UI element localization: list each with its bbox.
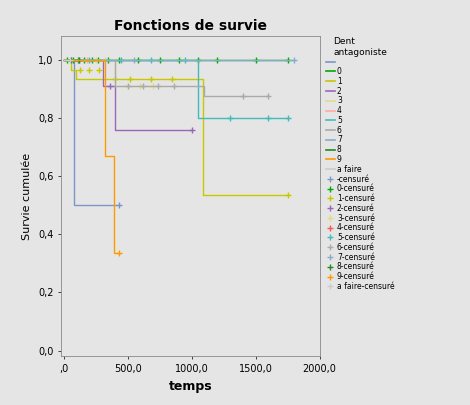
Y-axis label: Survie cumulée: Survie cumulée	[23, 153, 32, 240]
Title: Fonctions de survie: Fonctions de survie	[114, 19, 267, 32]
X-axis label: temps: temps	[169, 379, 212, 392]
Legend: , 0, 1, 2, 3, 4, 5, 6, 7, 8, 9, a faire, -censuré, 0-censuré, 1-censuré, 2-censu: , 0, 1, 2, 3, 4, 5, 6, 7, 8, 9, a faire,…	[325, 36, 395, 292]
